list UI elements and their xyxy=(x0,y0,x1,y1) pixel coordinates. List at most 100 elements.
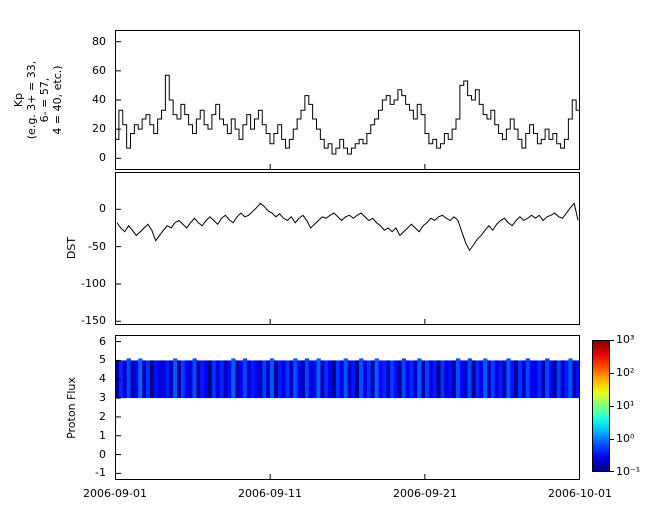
y-tick-label: 6 xyxy=(99,335,106,348)
proton-flux-band-column xyxy=(153,360,159,399)
proton-flux-band-column xyxy=(370,360,376,399)
proton-flux-band-column xyxy=(308,360,314,399)
y-tick-label: 4 xyxy=(99,372,106,385)
proton-flux-band-column xyxy=(146,360,151,399)
kp-axis-label-line3: 6- = 57, xyxy=(38,77,51,123)
proton-flux-band-column xyxy=(184,360,190,399)
proton-flux-band-column xyxy=(258,360,263,399)
proton-flux-band-column xyxy=(452,360,457,399)
proton-flux-band-column xyxy=(122,360,128,399)
proton-flux-band-column xyxy=(293,358,298,399)
proton-flux-band-column xyxy=(281,360,286,399)
colorbar-tick-label: 10⁰ xyxy=(616,432,635,445)
colorbar-tick xyxy=(610,373,614,374)
proton-flux-band-column xyxy=(254,360,259,399)
proton-flux-band-column xyxy=(211,360,217,399)
proton-flux-band-column xyxy=(180,360,186,399)
proton-flux-band-column xyxy=(366,360,372,399)
proton-flux-band-column xyxy=(339,360,345,399)
proton-flux-band-column xyxy=(494,360,500,399)
proton-flux-band-column xyxy=(277,360,283,399)
proton-flux-band-column xyxy=(142,360,147,399)
proton-flux-band-column xyxy=(467,358,472,399)
proton-flux-band-column xyxy=(390,360,395,399)
colorbar-tick xyxy=(610,471,614,472)
proton-flux-band-column xyxy=(483,358,488,399)
y-tick-label: 3 xyxy=(99,391,106,404)
proton-flux-band-column xyxy=(417,358,422,399)
proton-flux-band-column xyxy=(564,360,569,399)
proton-flux-band-column xyxy=(475,360,480,399)
proton-flux-band-column xyxy=(223,360,228,399)
proton-flux-band-column xyxy=(343,358,348,399)
kp-axis-label-line1: Kp xyxy=(12,92,25,108)
proton-flux-band-column xyxy=(444,360,449,399)
proton-flux-band-column xyxy=(490,360,496,399)
proton-flux-band-column xyxy=(529,360,534,399)
proton-flux-band-column xyxy=(405,360,410,399)
proton-flux-band-column xyxy=(363,360,368,399)
proton-flux-band-column xyxy=(335,360,341,399)
proton-flux-band-column xyxy=(552,360,558,399)
proton-flux-band-column xyxy=(525,358,531,399)
proton-flux-band-column xyxy=(289,360,294,399)
y-tick-label: 0 xyxy=(99,151,106,164)
colorbar-tick-label: 10¹ xyxy=(616,399,635,412)
colorbar-tick-label: 10³ xyxy=(616,333,635,346)
x-tick-label: 2006-09-11 xyxy=(238,487,302,500)
proton-flux-band-column xyxy=(355,360,360,399)
proton-flux-band-column xyxy=(297,360,302,399)
proton-flux-band-column xyxy=(173,358,178,399)
proton-flux-band-column xyxy=(161,360,166,399)
proton-flux-band-column xyxy=(134,360,139,399)
proton-flux-band-column xyxy=(157,360,162,399)
proton-flux-band-column xyxy=(541,360,546,399)
y-tick-label: 0 xyxy=(99,202,106,215)
colorbar xyxy=(592,340,610,472)
proton-flux-band-column xyxy=(188,360,193,399)
x-tick-label: 2006-10-01 xyxy=(548,487,612,500)
colorbar-tick-label: 10² xyxy=(616,366,635,379)
proton-flux-band-column xyxy=(165,360,170,399)
proton-flux-band-column xyxy=(196,360,201,399)
proton-flux-band-column xyxy=(576,360,580,399)
kp-panel xyxy=(115,30,580,170)
proton-flux-band-column xyxy=(537,360,542,399)
proton-flux-band-column xyxy=(533,360,538,399)
proton-flux-band-column xyxy=(208,360,213,399)
proton-flux-band-column xyxy=(246,360,252,399)
kp-plot xyxy=(115,30,580,170)
proton-flux-band-column xyxy=(200,360,205,399)
proton-flux-band-column xyxy=(440,360,445,399)
proton-flux-band-column xyxy=(351,360,356,399)
proton-flux-band-column xyxy=(568,358,573,399)
proton-flux-band-column xyxy=(347,360,352,399)
proton-flux-band-column xyxy=(169,360,174,399)
y-tick-label: -100 xyxy=(81,277,106,290)
colorbar-tick xyxy=(610,340,614,341)
proton-flux-band-column xyxy=(235,360,240,399)
proton-flux-band-column xyxy=(436,360,441,399)
proton-flux-band-column xyxy=(231,358,236,399)
proton-flux-band-column xyxy=(518,360,523,399)
proton-flux-band-column xyxy=(239,360,244,399)
proton-flux-band-column xyxy=(498,360,503,399)
kp-axis-label: Kp (e.g. 3+ = 33, 6- = 57, 4 = 40, etc.) xyxy=(12,25,72,175)
kp-axis-label-line2: (e.g. 3+ = 33, xyxy=(25,60,38,140)
proton-flux-band-column xyxy=(521,360,527,399)
proton-flux-band-column xyxy=(397,360,403,399)
y-tick-label: 2 xyxy=(99,410,106,423)
proton-flux-band-column xyxy=(227,360,232,399)
proton-flux-panel xyxy=(115,335,580,480)
dst-line xyxy=(116,202,579,252)
y-tick-label: 20 xyxy=(92,122,106,135)
proton-flux-band-column xyxy=(312,360,317,399)
proton-flux-band-column xyxy=(149,360,155,399)
proton-flux-band-column xyxy=(456,358,461,399)
proton-flux-band-column xyxy=(463,360,469,399)
proton-flux-band-column xyxy=(320,360,325,399)
proton-flux-band-column xyxy=(301,360,306,399)
y-tick-label: 1 xyxy=(99,429,106,442)
proton-flux-plot xyxy=(115,335,580,480)
